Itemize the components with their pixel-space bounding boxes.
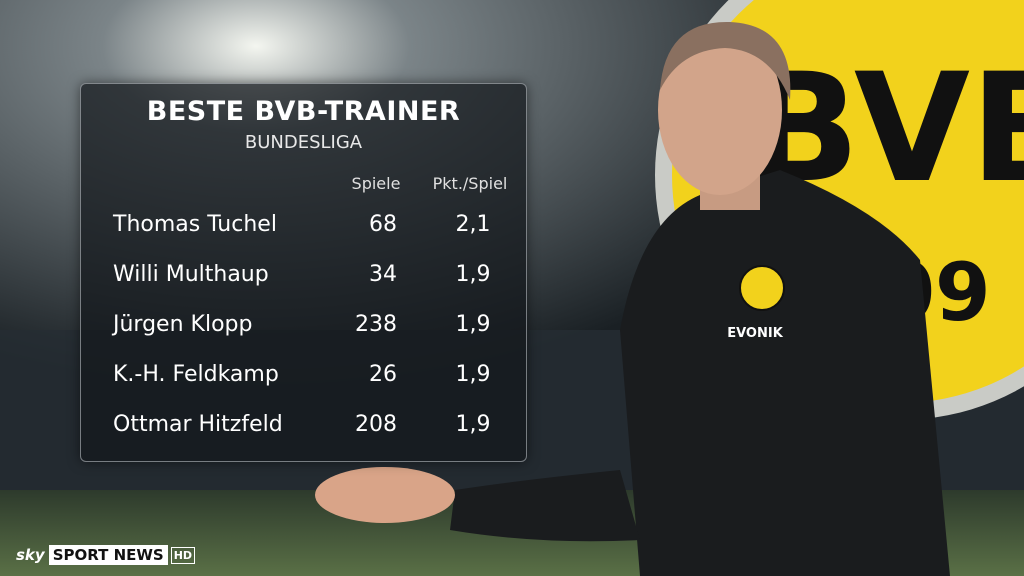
games: 68 — [369, 212, 397, 237]
coach-name: Thomas Tuchel — [113, 212, 277, 237]
coach-hair — [660, 21, 791, 100]
coach-name: Ottmar Hitzfeld — [113, 412, 283, 437]
stats-panel: BESTE BVB-TRAINER BUNDESLIGA Spiele Pkt./… — [80, 83, 527, 462]
points-per-game: 1,9 — [455, 362, 491, 387]
coach-head — [658, 25, 782, 195]
games: 208 — [355, 412, 397, 437]
sponsor: EVONIK — [727, 326, 783, 341]
column-header: Spiele — [351, 174, 401, 193]
games: 238 — [355, 312, 397, 337]
coach-arm — [450, 470, 640, 542]
coach-body — [620, 170, 950, 576]
title: BESTE BVB-TRAINER — [146, 96, 461, 127]
coach-name: Willi Multhaup — [113, 262, 269, 287]
brand: sky — [16, 546, 45, 564]
points-per-game: 1,9 — [455, 412, 491, 437]
games: 26 — [369, 362, 397, 387]
column-header: Pkt./Spiel — [432, 174, 508, 193]
coach-name: Jürgen Klopp — [113, 312, 253, 337]
points-per-game: 1,9 — [455, 312, 491, 337]
badge — [739, 265, 785, 311]
coach-name: K.-H. Feldkamp — [113, 362, 279, 387]
points-per-game: 2,1 — [455, 212, 491, 237]
broadcaster-logo: sky SPORT NEWS HD — [12, 545, 196, 565]
channel: SPORT NEWS — [48, 545, 168, 565]
subtitle: BUNDESLIGA — [244, 132, 363, 153]
format: HD — [170, 546, 196, 564]
points-per-game: 1,9 — [455, 262, 491, 287]
games: 34 — [369, 262, 397, 287]
coach-hand — [315, 467, 455, 523]
